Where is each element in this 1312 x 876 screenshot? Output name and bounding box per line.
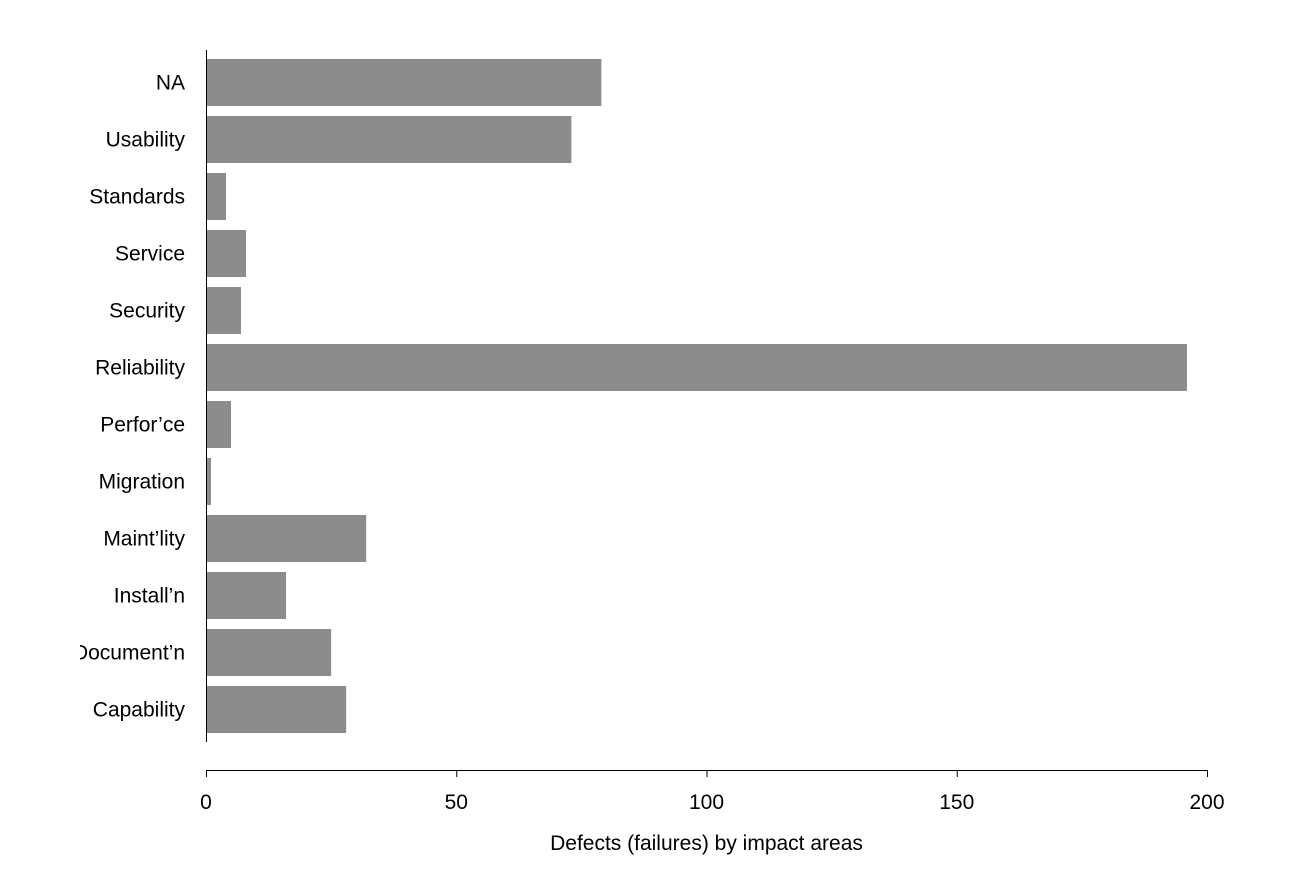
x-tick-label-0: 0 — [200, 791, 212, 814]
category-label-1: Usability — [106, 129, 186, 152]
x-axis-title: Defects (failures) by impact areas — [550, 832, 863, 855]
x-tick-label-2: 100 — [689, 791, 724, 814]
category-label-4: Security — [109, 300, 185, 323]
bar-8 — [206, 515, 367, 562]
bar-5 — [206, 344, 1187, 391]
category-label-3: Service — [115, 243, 185, 266]
category-label-2: Standards — [89, 186, 185, 209]
bar-11 — [206, 686, 347, 733]
bar-9 — [206, 572, 287, 619]
bar-4 — [206, 287, 242, 334]
category-label-9: Install’n — [114, 585, 185, 608]
x-tick-label-3: 150 — [939, 791, 974, 814]
bar-1 — [206, 116, 572, 163]
category-label-10: Document’n — [73, 642, 185, 665]
bar-0 — [206, 59, 602, 106]
category-label-5: Reliability — [95, 357, 185, 380]
category-label-0: NA — [156, 72, 185, 95]
category-label-6: Perfor’ce — [100, 414, 185, 437]
category-label-8: Maint’lity — [103, 528, 185, 551]
x-tick-label-1: 50 — [445, 791, 468, 814]
x-axis-ticks: 0 50 100 150 200 — [200, 770, 1225, 814]
bar-7 — [206, 458, 212, 505]
bar-2 — [206, 173, 227, 220]
bars-group — [206, 59, 1187, 733]
bar-3 — [206, 230, 247, 277]
category-label-11: Capability — [93, 699, 186, 722]
category-labels: NA Usability Standards Service Security Relia… — [73, 72, 186, 722]
bar-10 — [206, 629, 332, 676]
bar-6 — [206, 401, 232, 448]
category-label-7: Migration — [99, 471, 185, 494]
x-tick-label-4: 200 — [1189, 791, 1224, 814]
